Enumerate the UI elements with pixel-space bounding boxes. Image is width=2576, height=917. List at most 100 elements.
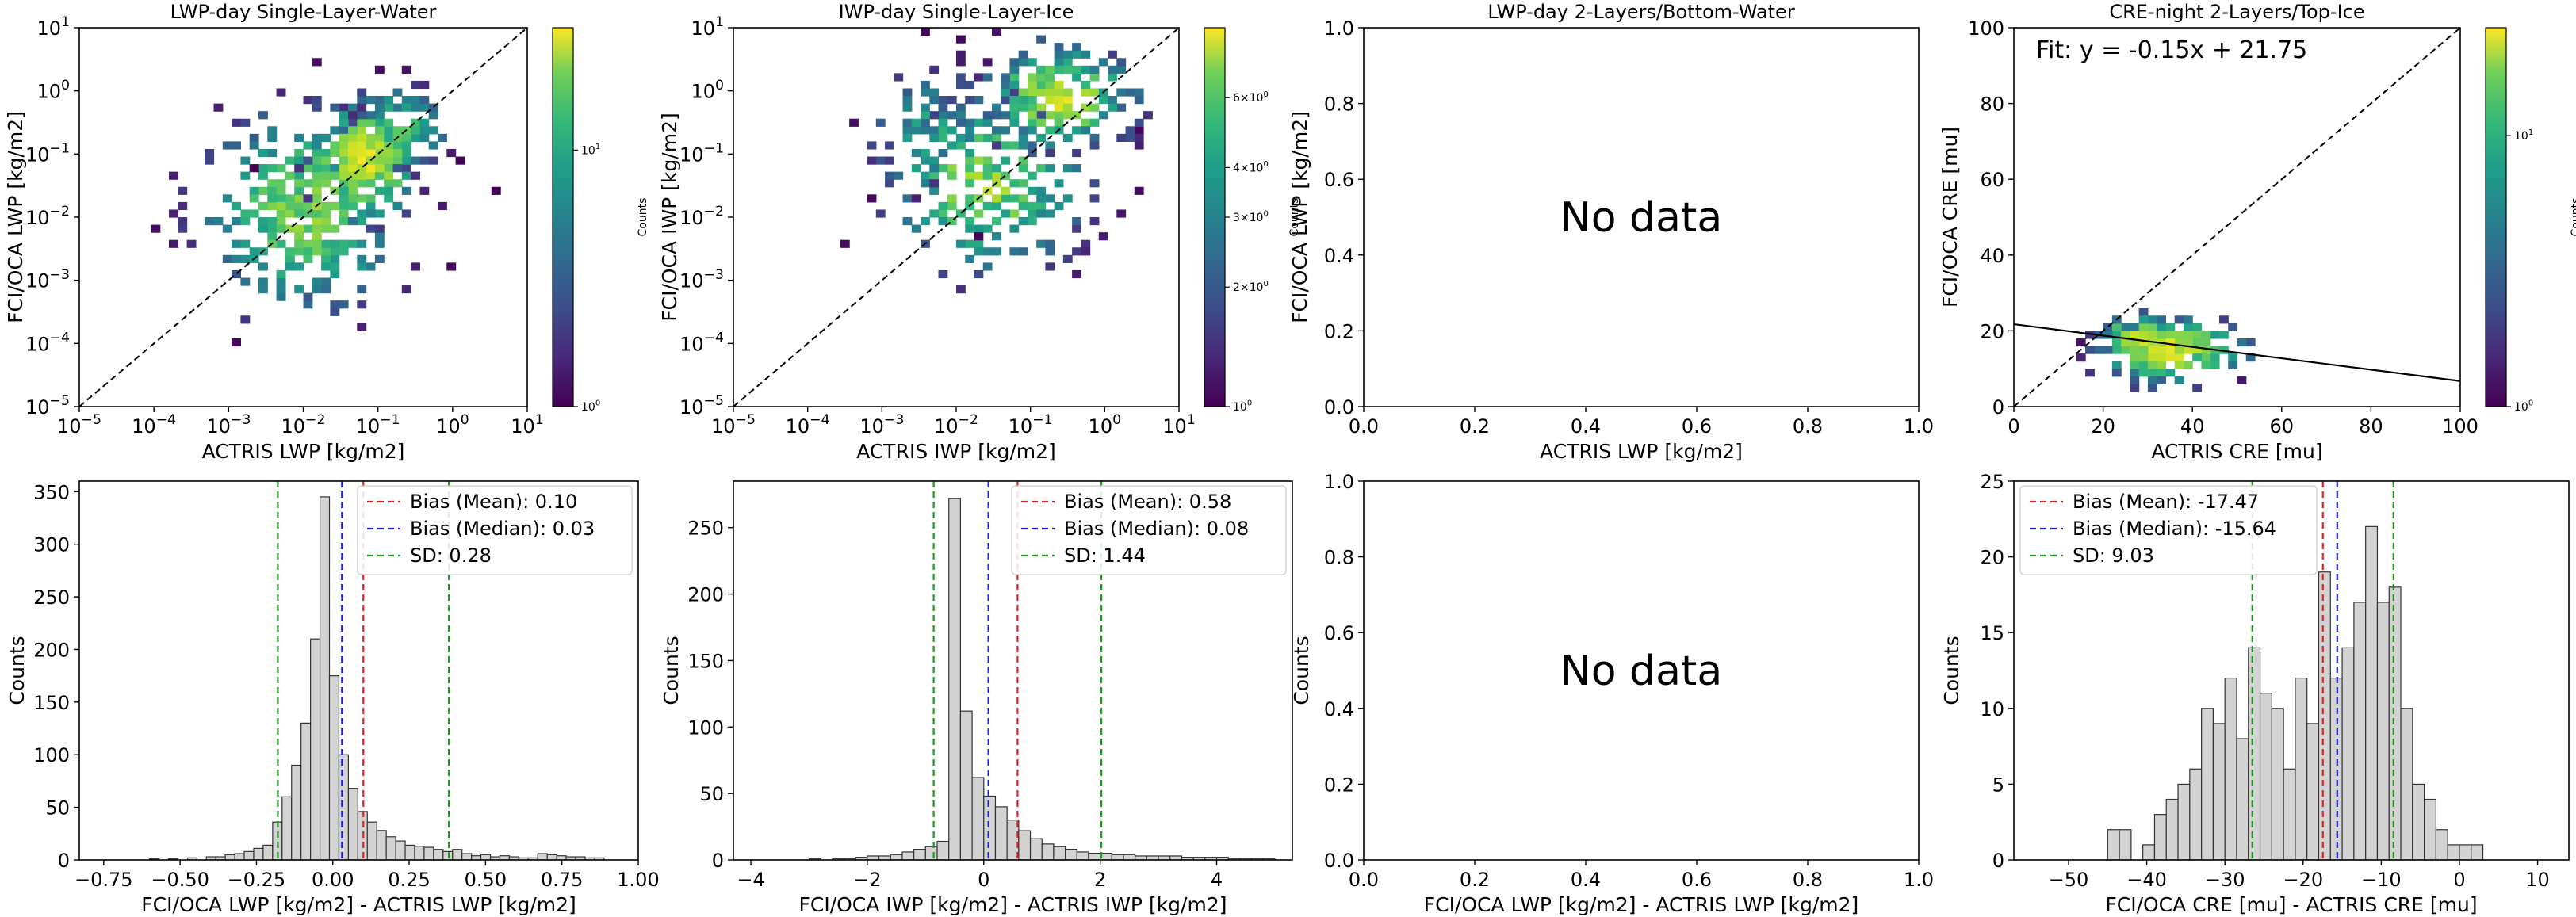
heatmap-cell <box>911 118 921 127</box>
heatmap-cell <box>357 323 367 331</box>
heatmap-cell <box>1036 111 1046 120</box>
heatmap-cell <box>1116 65 1127 74</box>
fit-line <box>2014 323 2460 382</box>
heatmap-cell <box>1062 111 1073 120</box>
heatmap-cell <box>1098 96 1108 105</box>
heatmap-cell <box>1116 58 1127 67</box>
heatmap-cell <box>374 239 385 248</box>
heatmap-cell <box>240 171 251 180</box>
heatmap-cell <box>982 224 993 233</box>
heatmap-cell <box>991 232 1001 241</box>
heatmap-cell <box>348 118 358 127</box>
heatmap-cell <box>1036 209 1046 218</box>
histogram-bar <box>291 764 302 860</box>
heatmap-cell <box>2103 323 2113 331</box>
x-axis-label: FCI/OCA CRE [mu] - ACTRIS CRE [mu] <box>2105 893 2477 916</box>
colorbar-label: Counts <box>2570 198 2576 237</box>
heatmap-cell <box>267 201 278 211</box>
heatmap-cell <box>2218 315 2229 324</box>
heatmap-cell <box>374 164 385 173</box>
heatmap-cell <box>1027 217 1037 226</box>
heatmap-cell <box>303 164 313 173</box>
x-tick-label: 0.75 <box>541 869 583 891</box>
heatmap-cell <box>2130 353 2140 362</box>
tick-base: 10 <box>679 207 704 229</box>
heatmap-cell <box>366 133 376 142</box>
heatmap-cell <box>921 148 930 158</box>
histogram-bar <box>338 754 350 860</box>
histogram-bar <box>1064 848 1077 860</box>
heatmap-cell <box>929 111 940 120</box>
heatmap-cell <box>1001 126 1011 135</box>
heatmap-cell <box>1081 247 1091 256</box>
heatmap-cell <box>303 141 313 150</box>
histogram-bar <box>2435 829 2448 860</box>
heatmap-cell <box>965 118 975 127</box>
histogram-bar <box>461 853 473 860</box>
heatmap-cell <box>1134 88 1144 97</box>
heatmap-cell <box>339 201 349 211</box>
heatmap-cell <box>2085 369 2095 377</box>
heatmap-cell <box>1001 96 1011 105</box>
heatmap-cell <box>401 171 411 180</box>
heatmap-cell <box>1081 103 1091 112</box>
heatmap-cell <box>1027 186 1037 195</box>
histogram-bar <box>281 796 293 860</box>
heatmap-cell <box>330 239 340 248</box>
heatmap-cell <box>1018 156 1028 165</box>
heatmap-cell <box>258 164 268 173</box>
heatmap-cell <box>938 103 948 112</box>
heatmap-cell <box>1018 201 1028 211</box>
heatmap-cell <box>321 148 331 158</box>
y-tick-label: 5 <box>1992 774 2004 796</box>
heatmap-cell <box>2157 369 2167 377</box>
histogram-bar <box>442 850 454 860</box>
heatmap-cell <box>357 111 367 120</box>
chart-title: LWP-day Single-Layer-Water <box>170 1 437 23</box>
x-tick-label: 0 <box>2008 415 2019 437</box>
legend-entry: SD: 1.44 <box>1064 544 1146 567</box>
heatmap-cell <box>178 224 188 233</box>
colorbar-label: Counts <box>637 198 649 237</box>
heatmap-cell <box>267 224 278 233</box>
heatmap-cell <box>312 209 322 218</box>
colorbar-tick-label: 3×100 <box>1233 210 1269 224</box>
heatmap-cell <box>929 65 940 74</box>
heatmap-cell <box>2165 338 2176 347</box>
tick-base: 10 <box>36 17 61 40</box>
heatmap-cell <box>929 186 940 195</box>
heatmap-cell <box>1054 88 1064 97</box>
legend-box <box>357 485 633 575</box>
heatmap-cell <box>384 126 394 135</box>
tick-exponent: −2 <box>305 412 325 428</box>
heatmap-cell <box>401 285 411 294</box>
heatmap-cell <box>401 65 411 74</box>
heatmap-cell <box>974 232 984 241</box>
histogram-bar <box>2212 723 2226 860</box>
heatmap-cell <box>169 239 178 248</box>
heatmap-cell <box>2130 331 2140 339</box>
x-tick-label: 10 <box>2525 869 2550 891</box>
heatmap-cell <box>285 254 295 263</box>
heatmap-cell <box>401 156 411 165</box>
heatmap-cell <box>929 96 940 105</box>
heatmap-cell <box>974 269 984 279</box>
y-tick-label: 10 <box>1980 698 2004 720</box>
heatmap-cell <box>2183 323 2193 331</box>
heatmap-cell <box>1036 239 1046 248</box>
y-tick-label: 101 <box>36 14 70 40</box>
heatmap-cell <box>411 80 420 90</box>
heatmap-cell <box>2201 331 2211 339</box>
heatmap-cell <box>312 141 322 150</box>
x-tick-label: 1.00 <box>617 869 659 891</box>
y-tick-label: 10−1 <box>25 141 70 166</box>
heatmap-cell <box>411 103 420 112</box>
heatmap-cell <box>411 171 420 180</box>
no-data-label: No data <box>1560 648 1722 695</box>
heatmap-cell <box>321 217 331 226</box>
heatmap-cell <box>249 133 259 142</box>
x-axis-label: FCI/OCA LWP [kg/m2] - ACTRIS LWP [kg/m2] <box>1424 893 1859 916</box>
heatmap-cell <box>1018 141 1028 150</box>
y-tick-label: 0.2 <box>1324 774 1354 796</box>
x-tick-label: 0.50 <box>465 869 507 891</box>
